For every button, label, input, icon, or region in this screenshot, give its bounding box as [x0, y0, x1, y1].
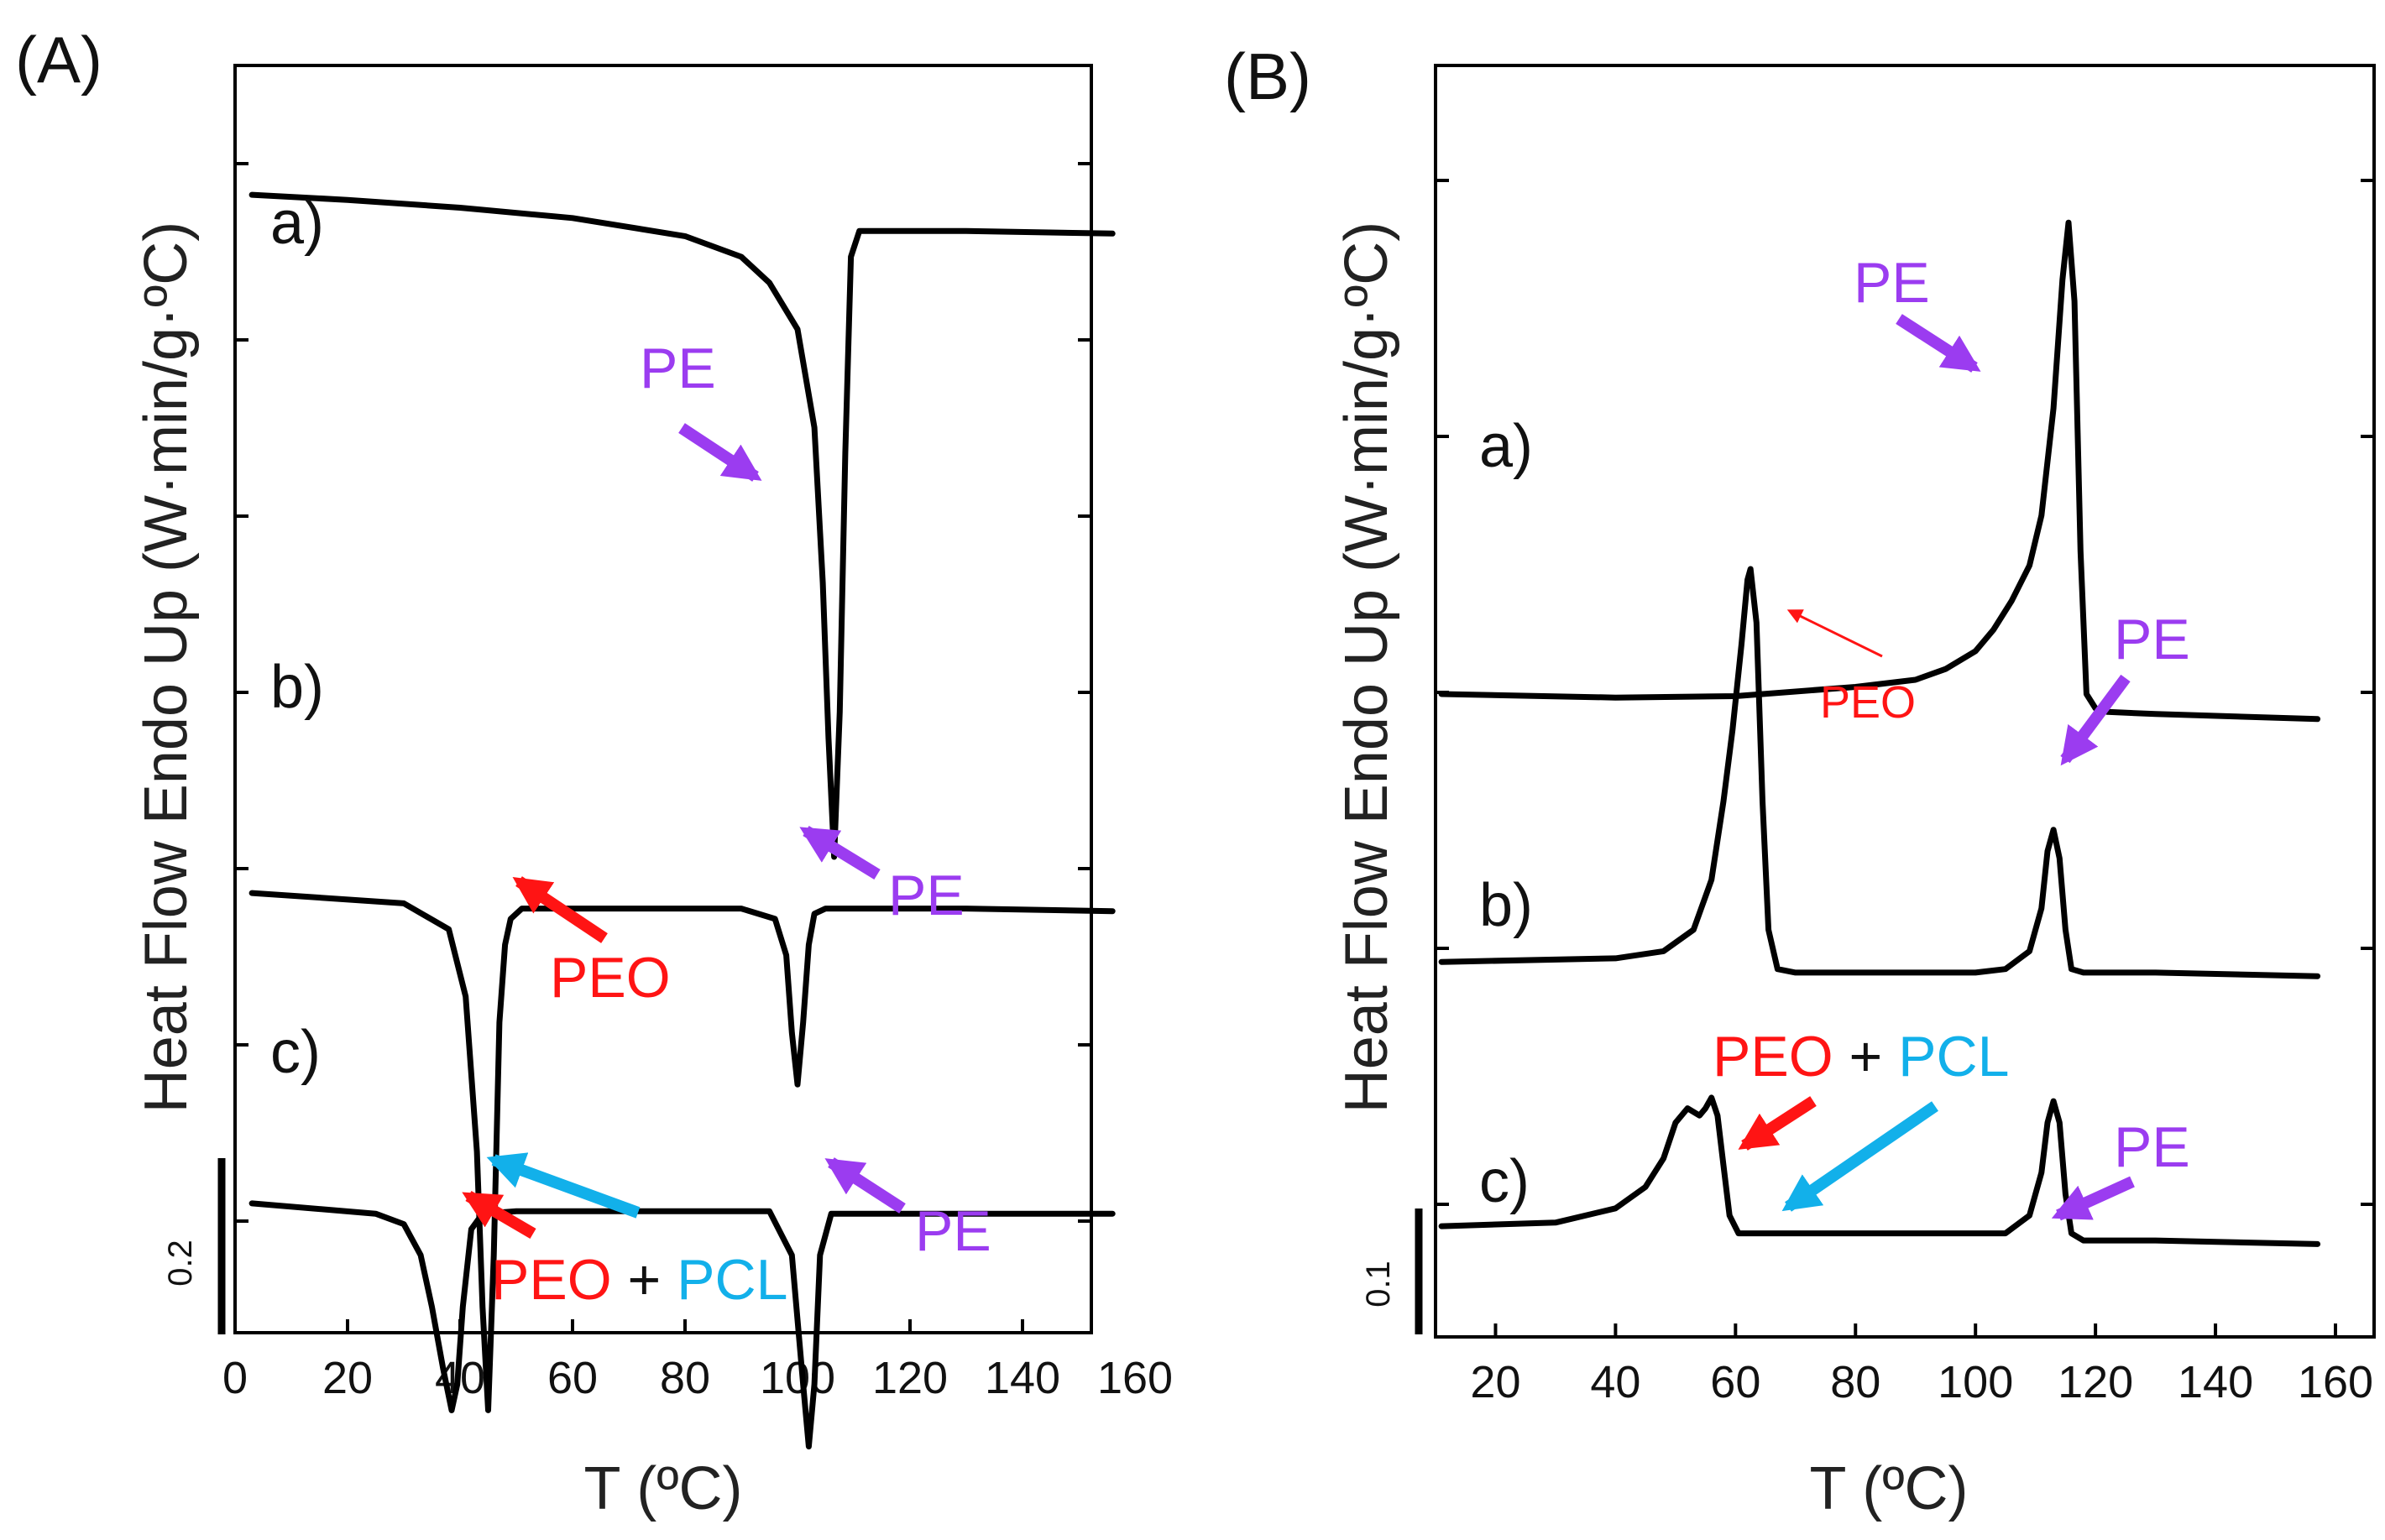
panel-a-ticks: 0 20 40 60 80 100 120 140 160	[222, 162, 1173, 1403]
panel-a-anno-peo-pcl-c: PEO + PCL	[491, 1248, 787, 1312]
panel-b-arrow-pe-c	[2051, 1176, 2135, 1221]
panel-a-x-tick-label: 0	[222, 1353, 248, 1403]
panel-b-x-tick-label: 80	[1830, 1357, 1880, 1407]
panel-a-x-tick-label: 160	[1097, 1353, 1173, 1403]
panel-b-anno-peo-b: PEO	[1820, 677, 1916, 728]
panel-a-label: (A)	[15, 23, 102, 97]
panel-b-x-tick-label: 60	[1710, 1357, 1760, 1407]
panel-b-arrow-pe-a	[1896, 314, 1981, 373]
panel-b-x-tick-label: 160	[2298, 1357, 2373, 1407]
panel-a-arrow-pe-a	[678, 423, 762, 482]
panel-a-arrow-pcl-c	[486, 1152, 641, 1219]
panel-b-series-c	[1438, 1094, 2321, 1247]
panel-b-x-tick-label: 20	[1470, 1357, 1520, 1407]
panel-a-arrow-peo-b	[512, 876, 608, 943]
panel-a-arrow-pe-c	[824, 1157, 906, 1214]
panel-a-scale-bar-label: 0.2	[162, 1240, 199, 1287]
panel-b-curve-label-b: b)	[1479, 872, 1533, 939]
panel-a-series-b	[248, 890, 1116, 1413]
panel-b-anno-pe-c: PE	[2114, 1115, 2190, 1179]
panel-a-x-tick-label: 120	[872, 1353, 948, 1403]
panel-b-series-b	[1438, 566, 2321, 979]
panel-b-x-tick-label: 100	[1938, 1357, 2013, 1407]
panel-b-label: (B)	[1224, 39, 1311, 113]
panel-b-anno-peo-part: PEO	[1713, 1025, 1833, 1088]
panel-a-anno-pe-b: PE	[888, 864, 965, 927]
panel-b-x-tick-label: 120	[2058, 1357, 2133, 1407]
panel-a-x-tick-label: 140	[985, 1353, 1060, 1403]
panel-b-curve-label-a: a)	[1479, 413, 1533, 480]
panel-a-anno-pcl-part: PCL	[677, 1248, 787, 1312]
panel-b-x-axis-title: T (ºC)	[1810, 1455, 1969, 1522]
panel-a-series-a	[248, 191, 1116, 860]
panel-a-x-tick-label: 80	[660, 1353, 710, 1403]
panel-a-arrow-pe-b	[799, 826, 881, 880]
panel-a-curve-label-b: b)	[270, 654, 324, 721]
panel-b-x-tick-label: 140	[2178, 1357, 2253, 1407]
panel-a-curve-label-c: c)	[270, 1019, 321, 1086]
panel-b-x-tick-label: 40	[1590, 1357, 1640, 1407]
panel-b-anno-plus-part: +	[1833, 1025, 1899, 1088]
panel-a-x-tick-label: 100	[760, 1353, 835, 1403]
panel-b: (B) 20 40 60 80 100 120 140 160 a) b) c) Heat F…	[1224, 39, 2376, 1522]
panel-a-frame	[233, 64, 1093, 1334]
panel-a-x-tick-label: 60	[547, 1353, 598, 1403]
panel-b-series-a	[1438, 219, 2321, 723]
panel-b-scale-bar-label: 0.1	[1360, 1261, 1397, 1308]
panel-b-anno-pe-a: PE	[1854, 251, 1930, 315]
panel-a-anno-peo-part: PEO	[491, 1248, 612, 1312]
panel-b-arrow-pe-b	[2060, 674, 2131, 766]
panel-a-x-axis-title: T (ºC)	[584, 1455, 743, 1522]
panel-a-x-tick-label: 20	[322, 1353, 373, 1403]
panel-b-frame	[1434, 64, 2376, 1339]
panel-a-anno-plus-part: +	[612, 1248, 677, 1312]
panel-a-anno-pe-c: PE	[915, 1199, 991, 1263]
panel-b-anno-pcl-part: PCL	[1898, 1025, 2009, 1088]
panel-b-ticks: 20 40 60 80 100 120 140 160	[1436, 179, 2374, 1407]
panel-a-arrow-peo-c	[462, 1190, 536, 1240]
panel-a-anno-peo-b: PEO	[550, 946, 671, 1010]
panel-a-y-axis-title: Heat Flow Endo Up (W·min/g·ºC)	[133, 222, 200, 1114]
panel-a-curve-label-a: a)	[270, 190, 324, 257]
panel-b-anno-peo-pcl-c: PEO + PCL	[1713, 1025, 2009, 1088]
panel-a: (A) 0 20 40 60 80 100 120 140 160 a) b) c) Heat …	[15, 23, 1173, 1522]
panel-a-anno-pe-a: PE	[640, 337, 716, 400]
panel-b-arrow-peo-c	[1738, 1096, 1817, 1151]
panel-b-y-axis-title: Heat Flow Endo Up (W·min/g·ºC)	[1333, 222, 1400, 1114]
panel-b-anno-pe-b: PE	[2114, 608, 2190, 671]
panel-b-arrow-peo-b	[1786, 609, 1883, 658]
panel-b-curves	[1438, 219, 2321, 1247]
panel-b-arrow-pcl-c	[1781, 1101, 1938, 1212]
panel-b-curve-label-c: c)	[1479, 1148, 1530, 1215]
